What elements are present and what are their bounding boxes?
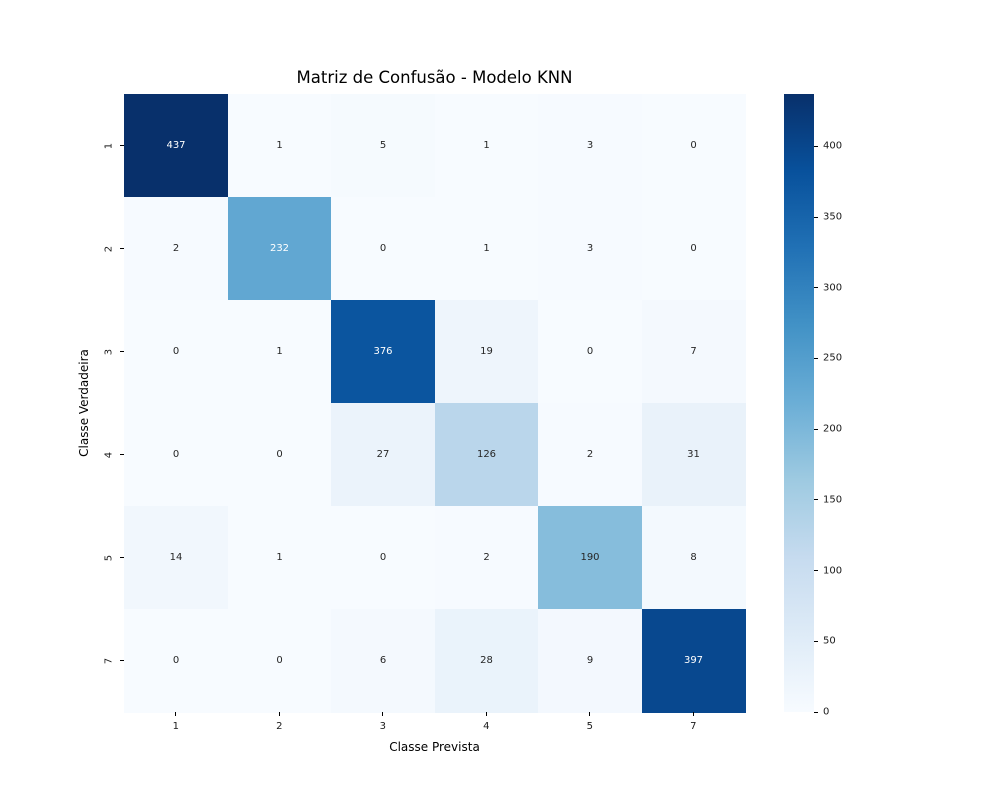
x-tick-mark — [589, 712, 591, 716]
colorbar-tick-mark — [814, 570, 818, 572]
chart-title: Matriz de Confusão - Modelo KNN — [296, 68, 573, 87]
colorbar-tick-mark — [814, 216, 818, 218]
y-tick-label: 5 — [103, 554, 115, 561]
y-tick-mark — [120, 557, 124, 558]
y-tick-label: 2 — [103, 245, 115, 252]
heatmap-cell: 2 — [124, 197, 228, 301]
x-tick-mark — [692, 712, 694, 716]
x-tick-label: 2 — [276, 721, 283, 732]
x-tick-mark — [278, 712, 280, 716]
heatmap-cell: 6 — [331, 609, 435, 713]
heatmap-cell: 1 — [227, 506, 332, 610]
x-tick-label: 7 — [690, 721, 697, 732]
heatmap-cell: 5 — [331, 94, 435, 198]
y-axis-label: Classe Verdadeira — [77, 349, 91, 457]
x-tick-label: 1 — [172, 721, 179, 732]
y-tick-label: 1 — [103, 142, 115, 149]
colorbar-tick-label: 400 — [823, 140, 843, 152]
heatmap-cell: 27 — [331, 403, 435, 507]
heatmap-cell: 0 — [331, 197, 435, 301]
heatmap-cell: 376 — [331, 300, 435, 404]
heatmap-cell: 8 — [641, 506, 746, 610]
heatmap-cell: 7 — [641, 300, 746, 404]
heatmap-cell: 0 — [641, 197, 746, 301]
colorbar-tick-label: 300 — [823, 282, 843, 294]
colorbar-tick-label: 50 — [823, 635, 836, 647]
colorbar-tick-label: 250 — [823, 352, 843, 364]
heatmap-cell: 0 — [227, 609, 332, 713]
y-tick-label: 3 — [103, 348, 115, 355]
heatmap-cell: 126 — [434, 403, 539, 507]
colorbar-tick-label: 350 — [823, 211, 843, 223]
heatmap-cell: 437 — [124, 94, 228, 198]
heatmap-cell: 1 — [227, 94, 332, 198]
colorbar-tick-label: 0 — [823, 706, 830, 718]
colorbar — [784, 94, 814, 712]
colorbar-tick-label: 200 — [823, 423, 843, 435]
heatmap-cell: 0 — [641, 94, 746, 198]
heatmap-cell: 9 — [538, 609, 642, 713]
heatmap-cell: 19 — [434, 300, 539, 404]
heatmap-cell: 0 — [538, 300, 642, 404]
heatmap-cell: 1 — [434, 197, 539, 301]
heatmap-cell: 1 — [227, 300, 332, 404]
colorbar-tick-mark — [814, 640, 818, 642]
heatmap-cell: 28 — [434, 609, 539, 713]
colorbar-tick-mark — [814, 145, 818, 147]
colorbar-tick-label: 150 — [823, 494, 843, 506]
y-tick-mark — [120, 248, 124, 249]
x-tick-mark — [175, 712, 177, 716]
x-tick-label: 5 — [586, 721, 593, 732]
heatmap-cell: 0 — [227, 403, 332, 507]
heatmap-cell: 0 — [124, 403, 228, 507]
heatmap-cell: 397 — [641, 609, 746, 713]
colorbar-tick-label: 100 — [823, 565, 843, 577]
heatmap-cell: 0 — [124, 300, 228, 404]
heatmap-cell: 1 — [434, 94, 539, 198]
colorbar-tick-mark — [814, 711, 818, 713]
colorbar-tick-mark — [814, 499, 818, 501]
heatmap-cell: 3 — [538, 197, 642, 301]
heatmap-cell: 31 — [641, 403, 746, 507]
y-tick-mark — [120, 454, 124, 455]
heatmap-cell: 0 — [124, 609, 228, 713]
heatmap-cell: 2 — [434, 506, 539, 610]
x-tick-mark — [382, 712, 384, 716]
heatmap-grid: 437 1 5 1 3 0 2 232 0 1 3 0 0 1 376 19 0 7 0 0 27 126 2 31 14 1 0 2… — [124, 94, 746, 713]
heatmap-cell: 0 — [331, 506, 435, 610]
x-tick-mark — [485, 712, 487, 716]
y-tick-mark — [120, 351, 124, 352]
colorbar-tick-mark — [814, 357, 818, 359]
y-tick-label: 7 — [103, 657, 115, 664]
colorbar-tick-mark — [814, 428, 818, 430]
colorbar-tick-mark — [814, 287, 818, 289]
heatmap-cell: 2 — [538, 403, 642, 507]
heatmap-cell: 232 — [227, 197, 332, 301]
heatmap-cell: 190 — [538, 506, 642, 610]
heatmap-cell: 14 — [124, 506, 228, 610]
x-axis-label: Classe Prevista — [389, 740, 480, 754]
x-tick-label: 4 — [483, 721, 490, 732]
heatmap-cell: 3 — [538, 94, 642, 198]
x-tick-label: 3 — [379, 721, 386, 732]
y-tick-mark — [120, 145, 124, 146]
y-tick-label: 4 — [103, 451, 115, 458]
y-tick-mark — [120, 660, 124, 661]
